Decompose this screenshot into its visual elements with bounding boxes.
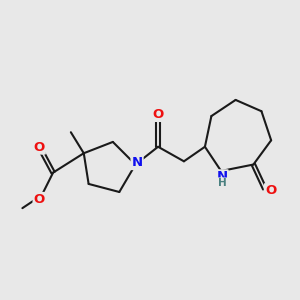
Text: N: N (217, 170, 228, 183)
Text: H: H (218, 178, 226, 188)
Text: O: O (34, 141, 45, 154)
Text: N: N (131, 156, 142, 169)
Text: O: O (265, 184, 276, 197)
Text: O: O (152, 108, 164, 121)
Text: O: O (34, 193, 45, 206)
